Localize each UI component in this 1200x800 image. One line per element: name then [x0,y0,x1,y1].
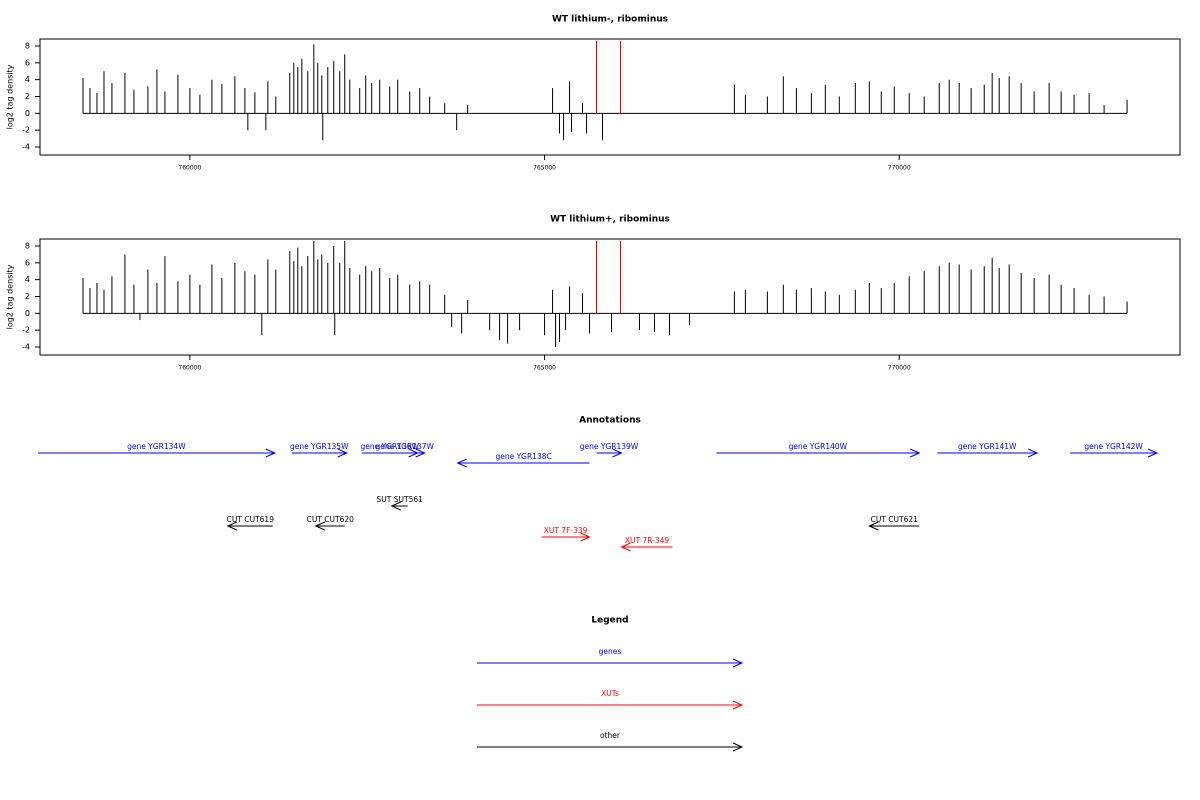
y-tick-label: -4 [22,343,30,352]
annotation-label: gene YGR135W [290,442,349,451]
annotation-label: gene YGR134W [127,442,186,451]
annotation-label: gene YGR140W [789,442,848,451]
annotation-arrow-part [226,521,238,531]
annotation-label: XUT 7R-349 [625,536,670,545]
y-tick-label: 4 [25,75,30,84]
annotation-label: CUT CUT621 [871,515,919,524]
annotation-arrow-part [1147,448,1159,458]
annotation-arrow-part [337,448,348,458]
annotation-arrow-part [910,448,921,458]
annotation-arrow [937,448,1039,458]
annotation-label: XUT 7F-339 [544,526,588,535]
x-tick-label: 770000 [888,365,911,372]
plot-frame [39,238,1181,356]
annotation-arrow [868,521,920,531]
legend-label: other [600,731,621,740]
annotation-arrow-part [580,532,591,542]
y-tick-label: -2 [22,326,30,335]
legend-arrow-part [732,658,744,668]
y-axis-label: log2 tag density [6,64,15,129]
legend-arrow [477,742,744,752]
legend-arrow-part [732,742,744,752]
x-tick-label: 770000 [888,165,911,172]
panel-title: WT lithium+, ribominus [550,215,670,225]
y-tick-label: 8 [25,41,30,50]
annotation-arrow [226,521,273,531]
annotation-arrow-part [415,448,426,458]
y-tick-label: 6 [25,258,30,267]
x-tick-label: 765000 [533,165,556,172]
y-axis-label: log2 tag density [6,264,15,329]
annotation-arrow [716,448,921,458]
y-tick-label: 0 [25,309,30,318]
legend-arrow [477,658,744,668]
legend-label: genes [599,647,622,656]
annotation-arrow-part [612,448,623,458]
annotation-label: CUT CUT620 [307,515,355,524]
legend-label: XUTs [601,689,619,698]
annotations-title: Annotations [579,416,641,426]
annotation-arrow-part [390,501,401,511]
annotation-arrow-part [456,458,467,468]
y-tick-label: 6 [25,58,30,67]
panel-title: WT lithium-, ribominus [552,15,668,25]
y-tick-label: 2 [25,92,30,101]
y-tick-label: -2 [22,126,30,135]
annotation-arrow-part [265,448,277,458]
annotation-arrow [314,521,345,531]
annotation-label: gene YGR138C [495,452,551,461]
annotation-arrow [291,448,348,458]
annotation-arrow [38,448,277,458]
annotation-arrow-part [868,521,879,531]
y-tick-label: 0 [25,109,30,118]
legend-arrow [477,700,744,710]
annotation-label: SUT SUT561 [377,495,424,504]
x-tick-label: 760000 [178,365,201,372]
annotation-label: gene YGR139W [580,442,639,451]
annotation-arrow [456,458,590,468]
legend-arrow-part [732,700,744,710]
annotation-label: gene YGR142W [1084,442,1143,451]
y-tick-label: 4 [25,275,30,284]
y-tick-label: -4 [22,143,30,152]
annotation-arrow [596,448,623,458]
annotation-arrow [390,501,408,511]
annotation-arrow [541,532,591,542]
annotation-arrow-part [620,542,631,552]
x-tick-label: 760000 [178,165,201,172]
legend-title: Legend [591,616,628,626]
plot-frame [39,38,1181,156]
annotation-arrow [384,448,426,458]
annotation-arrow [1070,448,1159,458]
y-tick-label: 2 [25,292,30,301]
annotation-arrow-part [1027,448,1039,458]
annotation-arrow [620,542,673,552]
x-tick-label: 765000 [533,365,556,372]
annotation-label: gene YGR141W [958,442,1017,451]
annotation-arrow-part [314,521,325,531]
annotation-label: gene YGR136W [360,442,419,451]
annotation-label: CUT CUT619 [227,515,275,524]
annotation-label: gene YGR137W [375,442,434,451]
y-tick-label: 8 [25,241,30,250]
